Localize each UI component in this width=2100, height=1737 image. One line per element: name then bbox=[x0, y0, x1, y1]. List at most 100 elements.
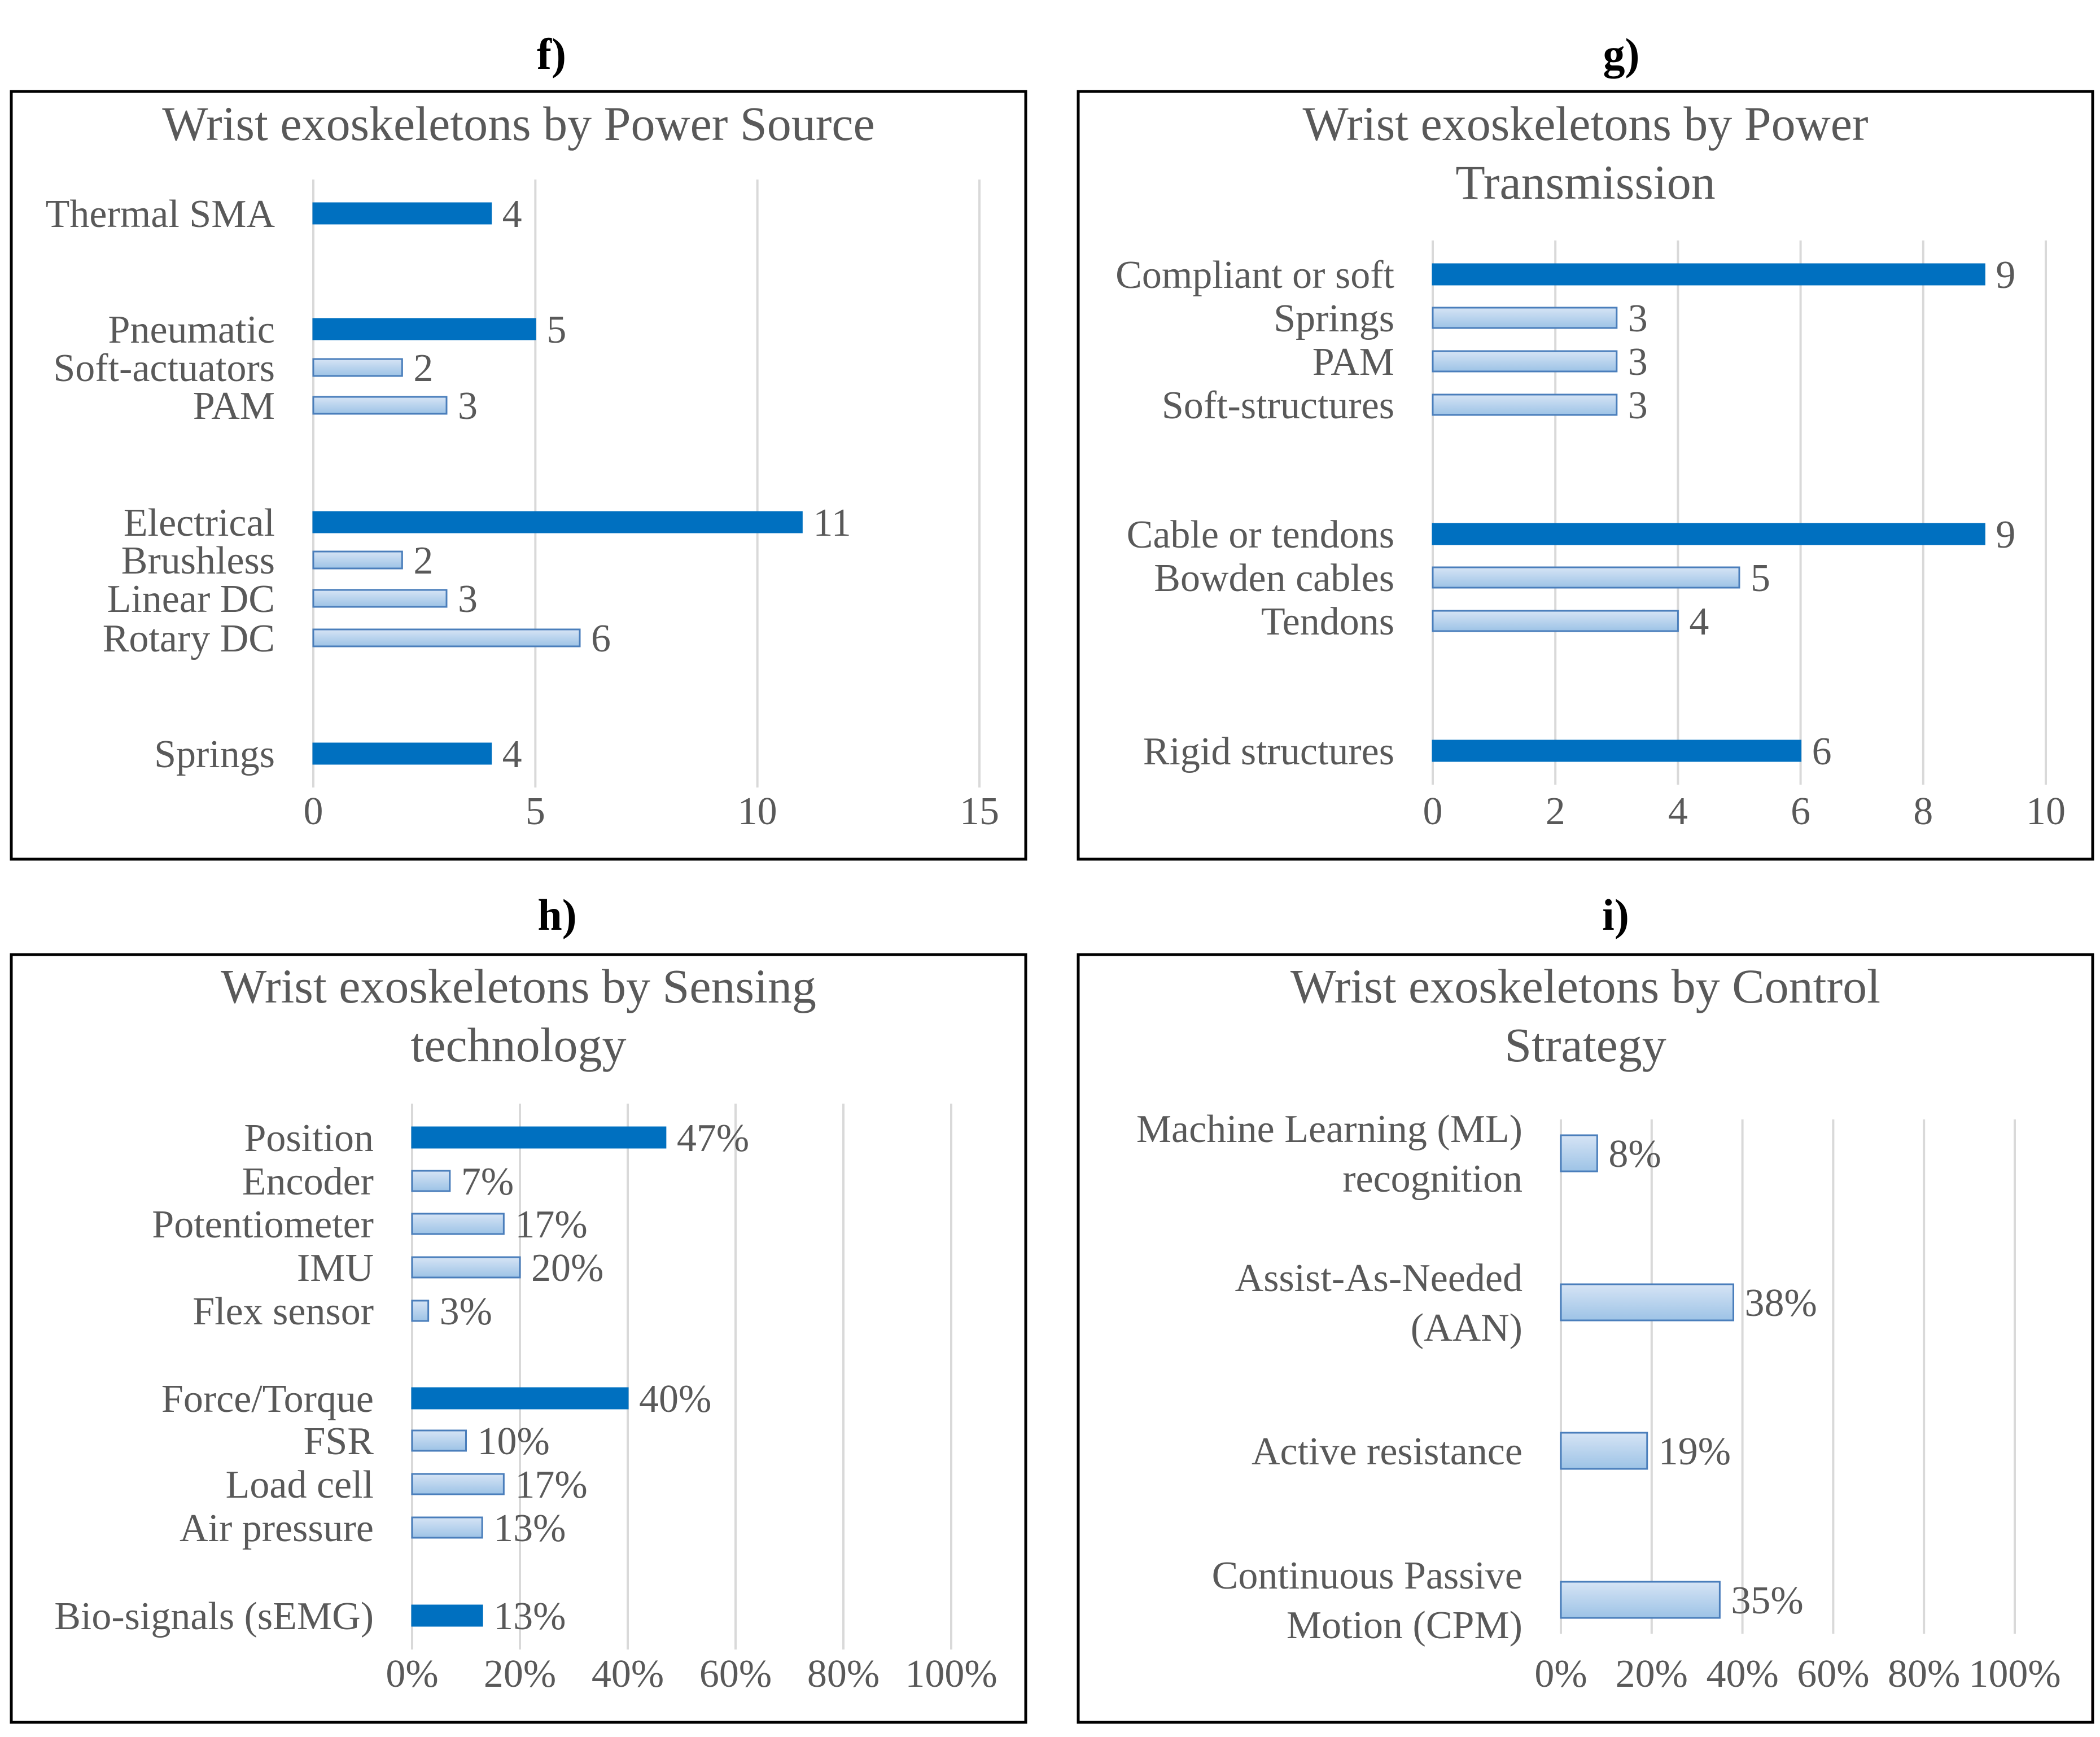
chart-f-value-label-1: 5 bbox=[546, 308, 566, 352]
chart-i-bar-1 bbox=[1560, 1283, 1735, 1322]
chart-f-value-label-2: 2 bbox=[413, 347, 433, 390]
chart-f-category-label-2: Soft-actuators bbox=[53, 347, 275, 390]
chart-f-frame bbox=[10, 90, 1027, 861]
chart-h-value-label-4: 3% bbox=[440, 1290, 492, 1333]
chart-h-value-label-1: 7% bbox=[461, 1160, 514, 1204]
chart-g-category-label-7: Rigid structures bbox=[1143, 730, 1394, 773]
chart-f-value-label-4: 11 bbox=[813, 501, 851, 545]
chart-f-category-label-4: Electrical bbox=[124, 501, 275, 545]
chart-h-category-label-7: Load cell bbox=[226, 1463, 374, 1507]
chart-g-tick-label-2: 4 bbox=[1668, 790, 1688, 833]
chart-f-bar-8 bbox=[312, 742, 492, 765]
chart-h-bar-0 bbox=[411, 1126, 667, 1149]
chart-h-tick-label-5: 100% bbox=[905, 1652, 997, 1696]
chart-g-title-line-2: Transmission bbox=[1455, 155, 1715, 209]
chart-g-bar-5 bbox=[1432, 566, 1740, 589]
chart-i-panel-letter: i) bbox=[1602, 890, 1629, 939]
chart-h-tick-label-2: 40% bbox=[592, 1652, 664, 1696]
chart-g-category-label-6: Tendons bbox=[1261, 600, 1394, 644]
chart-h-tick-label-1: 20% bbox=[484, 1652, 556, 1696]
chart-f-value-label-3: 3 bbox=[458, 384, 478, 428]
chart-i-tick-label-2: 40% bbox=[1706, 1652, 1778, 1696]
chart-h-bar-3 bbox=[411, 1256, 521, 1279]
chart-f-bar-0 bbox=[312, 202, 492, 225]
chart-f-bar-6 bbox=[312, 589, 448, 608]
chart-h-title-line-1: Wrist exoskeletons by Sensing bbox=[221, 959, 816, 1013]
chart-h-value-label-2: 17% bbox=[515, 1203, 587, 1246]
chart-g-value-label-6: 4 bbox=[1689, 600, 1709, 644]
chart-g-title-line-1: Wrist exoskeletons by Power bbox=[1302, 97, 1868, 151]
chart-i-tick-label-0: 0% bbox=[1534, 1652, 1587, 1696]
chart-f-bar-4 bbox=[312, 511, 803, 533]
chart-h-tick-label-4: 80% bbox=[807, 1652, 880, 1696]
chart-i-value-label-1: 38% bbox=[1745, 1281, 1817, 1325]
chart-h-panel-letter: h) bbox=[537, 890, 576, 939]
chart-i-bar-2 bbox=[1560, 1432, 1648, 1470]
chart-i-title-line-2: Strategy bbox=[1504, 1018, 1666, 1072]
chart-g-category-label-1: Springs bbox=[1274, 297, 1394, 340]
chart-g-value-label-1: 3 bbox=[1628, 297, 1648, 340]
chart-g-bar-6 bbox=[1432, 610, 1679, 632]
chart-i-tick-label-3: 60% bbox=[1797, 1652, 1869, 1696]
chart-i-category-label-2: Active resistance bbox=[1252, 1430, 1523, 1473]
chart-i-category-label-0-line-1: Machine Learning (ML) bbox=[1136, 1108, 1523, 1151]
chart-h-bar-2 bbox=[411, 1213, 505, 1235]
chart-f-bar-5 bbox=[312, 550, 403, 570]
chart-h-bar-4 bbox=[411, 1300, 430, 1322]
chart-h-tick-label-0: 0% bbox=[386, 1652, 438, 1696]
chart-f-value-label-0: 4 bbox=[502, 192, 522, 236]
chart-f-bar-1 bbox=[312, 318, 536, 340]
chart-h-category-label-5: Force/Torque bbox=[161, 1377, 374, 1421]
chart-g-tick-label-4: 8 bbox=[1913, 790, 1933, 833]
chart-f-tick-label-0: 0 bbox=[304, 790, 323, 833]
chart-g-category-label-5: Bowden cables bbox=[1154, 557, 1394, 600]
chart-i-value-label-0: 8% bbox=[1608, 1132, 1661, 1176]
chart-g-value-label-5: 5 bbox=[1751, 557, 1770, 600]
chart-i-bar-0 bbox=[1560, 1134, 1598, 1172]
chart-g-bar-3 bbox=[1432, 393, 1618, 416]
chart-g-value-label-7: 6 bbox=[1812, 730, 1832, 773]
chart-h-value-label-5: 40% bbox=[639, 1377, 711, 1421]
chart-h-title-line-2: technology bbox=[410, 1018, 626, 1072]
chart-i-title-line-1: Wrist exoskeletons by Control bbox=[1290, 959, 1880, 1013]
chart-f-category-label-1: Pneumatic bbox=[108, 308, 275, 352]
chart-g-value-label-0: 9 bbox=[1996, 253, 2015, 297]
chart-f-value-label-8: 4 bbox=[502, 733, 522, 776]
chart-g-tick-label-3: 6 bbox=[1791, 790, 1810, 833]
chart-f-category-label-6: Linear DC bbox=[107, 577, 275, 621]
chart-i-frame bbox=[1077, 953, 2094, 1724]
chart-i-category-label-1-line-2: (AAN) bbox=[1411, 1306, 1523, 1350]
chart-g-panel-letter: g) bbox=[1603, 29, 1640, 78]
chart-i-value-label-2: 19% bbox=[1659, 1430, 1731, 1473]
chart-i-tick-label-5: 100% bbox=[1968, 1652, 2060, 1696]
chart-f-category-label-5: Brushless bbox=[121, 539, 275, 583]
chart-h-bar-7 bbox=[411, 1473, 505, 1495]
chart-f-value-label-5: 2 bbox=[413, 539, 433, 583]
chart-h-category-label-2: Potentiometer bbox=[152, 1203, 374, 1246]
chart-g-category-label-0: Compliant or soft bbox=[1115, 253, 1394, 297]
chart-f-bar-3 bbox=[312, 396, 448, 415]
chart-g-bar-2 bbox=[1432, 350, 1618, 373]
chart-h-value-label-8: 13% bbox=[493, 1507, 566, 1550]
chart-h-category-label-9: Bio-signals (sEMG) bbox=[54, 1595, 374, 1638]
chart-h-tick-label-3: 60% bbox=[699, 1652, 772, 1696]
chart-f-category-label-7: Rotary DC bbox=[103, 617, 275, 660]
chart-f-tick-label-2: 10 bbox=[738, 790, 777, 833]
chart-g-value-label-4: 9 bbox=[1996, 513, 2015, 557]
chart-g-category-label-2: PAM bbox=[1313, 340, 1394, 384]
chart-h-bar-5 bbox=[411, 1387, 629, 1410]
chart-h-value-label-3: 20% bbox=[531, 1246, 603, 1290]
chart-f-category-label-8: Springs bbox=[154, 733, 275, 776]
chart-i-category-label-3-line-1: Continuous Passive bbox=[1212, 1554, 1523, 1598]
chart-g-value-label-3: 3 bbox=[1628, 384, 1648, 427]
chart-h-bar-1 bbox=[411, 1170, 451, 1192]
chart-g-frame bbox=[1077, 90, 2094, 861]
chart-f-bar-2 bbox=[312, 358, 403, 377]
chart-i-category-label-0-line-2: recognition bbox=[1342, 1157, 1523, 1201]
chart-f-value-label-6: 3 bbox=[458, 577, 478, 621]
chart-h-value-label-7: 17% bbox=[515, 1463, 587, 1507]
chart-f-tick-label-1: 5 bbox=[526, 790, 545, 833]
chart-f-panel-letter: f) bbox=[537, 29, 566, 78]
chart-h-frame bbox=[10, 953, 1027, 1724]
chart-f-bar-7 bbox=[312, 628, 581, 647]
